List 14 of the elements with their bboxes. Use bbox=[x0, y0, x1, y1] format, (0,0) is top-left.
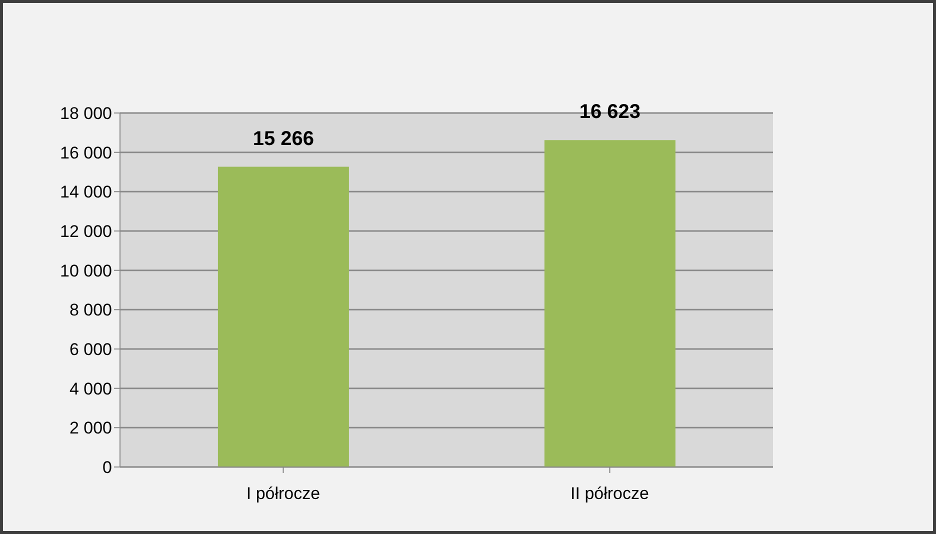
y-tick-label: 0 bbox=[102, 458, 112, 478]
y-tick-label: 14 000 bbox=[60, 182, 112, 202]
y-tick-label: 4 000 bbox=[69, 379, 112, 398]
y-tick-label: 18 000 bbox=[60, 104, 112, 124]
y-tick-label: 16 000 bbox=[60, 143, 112, 162]
y-tick-label: 2 000 bbox=[69, 418, 112, 438]
y-tick-label: 10 000 bbox=[60, 261, 112, 280]
data-label: 15 266 bbox=[252, 128, 314, 150]
y-tick-label: 12 000 bbox=[60, 222, 112, 242]
x-tick-label: I półrocze bbox=[246, 484, 320, 504]
x-tick-label: II półrocze bbox=[570, 484, 649, 504]
y-tick-label: 8 000 bbox=[69, 300, 112, 320]
data-label: 16 623 bbox=[579, 101, 641, 124]
y-tick-label: 6 000 bbox=[69, 340, 112, 360]
